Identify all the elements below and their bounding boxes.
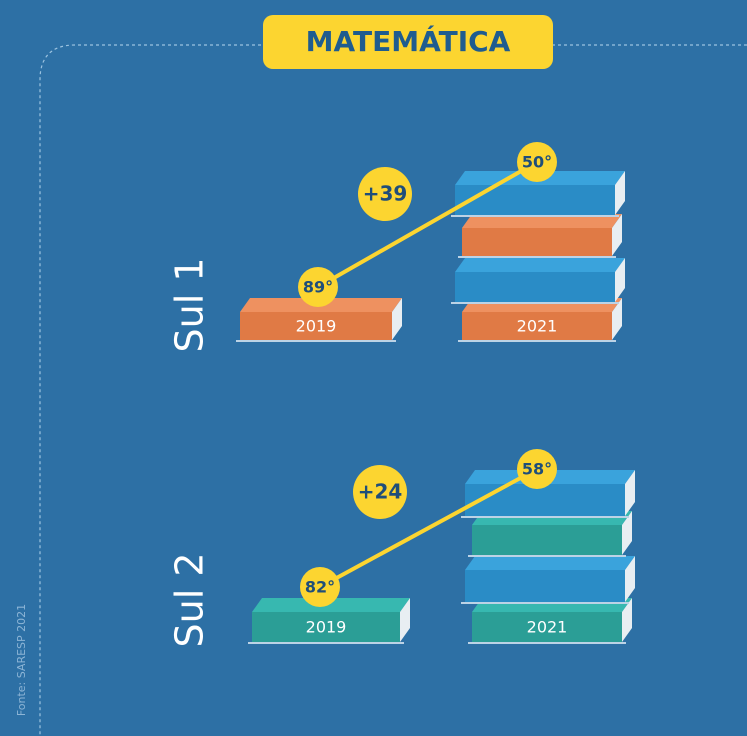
book-cover <box>455 272 615 302</box>
book-cover <box>462 228 612 256</box>
book-cover <box>465 570 625 602</box>
title: MATEMÁTICA <box>306 24 511 58</box>
rank-label: 58° <box>522 460 552 479</box>
book-cover <box>472 525 622 555</box>
region-label: Sul 2 <box>168 552 212 647</box>
book-top <box>455 258 625 272</box>
year-label: 2021 <box>517 317 558 336</box>
change-label: +24 <box>358 480 403 504</box>
year-label: 2021 <box>527 618 568 637</box>
year-label: 2019 <box>296 317 337 336</box>
book-cover <box>455 185 615 215</box>
page: MATEMÁTICA Fonte: SARESP 2021 Sul 1 2019 2… <box>0 0 747 736</box>
year-label: 2019 <box>306 618 347 637</box>
infographic: MATEMÁTICA Fonte: SARESP 2021 Sul 1 2019 2… <box>0 0 747 736</box>
rank-label: 50° <box>522 153 552 172</box>
rank-label: 82° <box>305 578 335 597</box>
book-cover <box>465 484 625 516</box>
region-label: Sul 1 <box>168 257 212 352</box>
book-top <box>465 556 635 570</box>
rank-label: 89° <box>303 278 333 297</box>
change-label: +39 <box>363 182 408 206</box>
source: Fonte: SARESP 2021 <box>15 604 28 716</box>
